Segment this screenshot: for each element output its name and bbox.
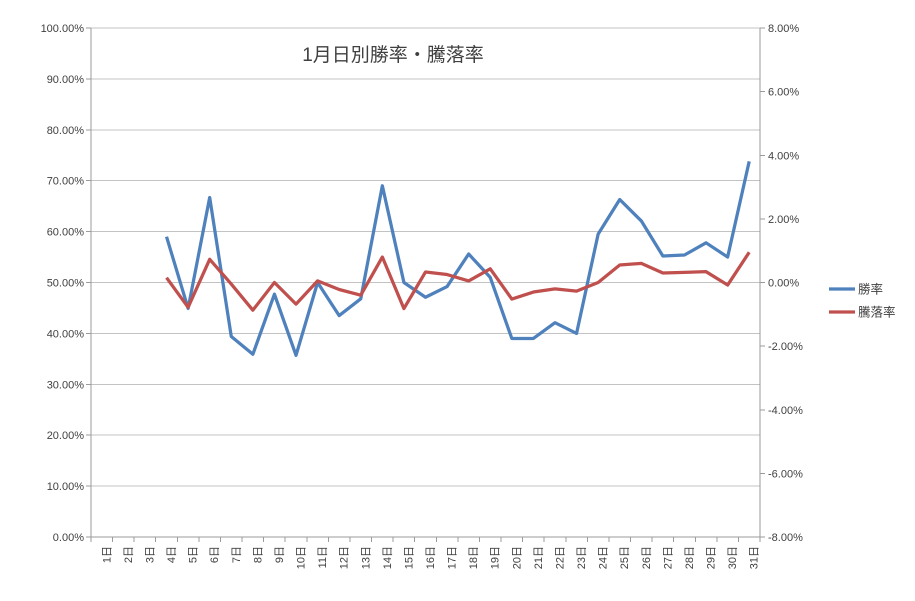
y-axis-tick-label: 50.00% xyxy=(47,278,85,290)
x-axis-tick-label: 14日 xyxy=(382,546,394,569)
x-axis-tick-label: 29日 xyxy=(706,546,718,569)
x-axis-tick-label: 19日 xyxy=(490,546,502,569)
y-axis-tick-label: 10.00% xyxy=(47,481,85,493)
x-axis-tick-label: 24日 xyxy=(598,546,610,569)
y-axis-tick-label: 70.00% xyxy=(47,176,85,188)
x-axis-tick-label: 16日 xyxy=(425,546,437,569)
x-axis-tick-label: 8日 xyxy=(252,546,264,563)
legend-label-change-rate: 騰落率 xyxy=(858,305,896,320)
x-axis-tick-label: 12日 xyxy=(339,546,351,569)
secondary-y-axis-tick-label: -8.00% xyxy=(768,532,803,544)
x-axis-tick-label: 2日 xyxy=(123,546,135,563)
series-lines xyxy=(164,161,751,357)
x-axis-tick-label: 10日 xyxy=(296,546,308,569)
x-axis-tick-label: 17日 xyxy=(447,546,459,569)
x-axis-tick-label: 26日 xyxy=(641,546,653,569)
legend-label-win-rate: 勝率 xyxy=(858,282,883,297)
legend: 勝率 騰落率 xyxy=(829,282,896,320)
right-axis-labels: 8.00% 6.00% 4.00% 2.00% 0.00% -2.00% -4.00% -6.… xyxy=(768,23,803,544)
x-axis-tick-label: 21日 xyxy=(533,546,545,569)
x-axis-tick-label: 22日 xyxy=(554,546,566,569)
secondary-y-axis-tick-label: -6.00% xyxy=(768,468,803,480)
secondary-y-axis-tick-label: 0.00% xyxy=(768,278,799,290)
y-axis-tick-label: 0.00% xyxy=(53,532,84,544)
y-axis-tick-label: 90.00% xyxy=(47,74,85,86)
gridlines xyxy=(91,27,760,538)
series-line-0 xyxy=(164,161,751,357)
x-axis-tick-label: 4日 xyxy=(166,546,178,563)
x-axis-tick-label: 20日 xyxy=(511,546,523,569)
y-axis-tick-label: 100.00% xyxy=(41,23,85,35)
x-axis-tick-label: 15日 xyxy=(403,546,415,569)
x-axis-tick-label: 27日 xyxy=(662,546,674,569)
x-axis-tick-label: 3日 xyxy=(144,546,156,563)
x-axis-tick-label: 18日 xyxy=(468,546,480,569)
x-axis-tick-label: 31日 xyxy=(749,546,761,569)
x-axis-tick-label: 30日 xyxy=(727,546,739,569)
x-axis-tick-label: 23日 xyxy=(576,546,588,569)
x-axis-tick-label: 5日 xyxy=(188,546,200,563)
x-axis-tick-label: 7日 xyxy=(231,546,243,563)
x-axis-tick-label: 13日 xyxy=(360,546,372,569)
x-axis-tick-label: 9日 xyxy=(274,546,286,563)
x-axis-tick-label: 11日 xyxy=(317,546,329,568)
y-axis-tick-label: 30.00% xyxy=(47,379,85,391)
x-axis-labels: 1日 2日 3日 4日 5日 6日 7日 8日 9日 10日 11日 12日 13日 14日 15日 16日 1… xyxy=(101,546,760,569)
series-line-1 xyxy=(165,251,751,312)
chart-title: 1月日別勝率・騰落率 xyxy=(302,44,484,66)
secondary-y-axis-tick-label: -4.00% xyxy=(768,405,803,417)
x-axis-tick-label: 28日 xyxy=(684,546,696,569)
axis-ticks xyxy=(86,27,765,542)
secondary-y-axis-tick-label: -2.00% xyxy=(768,341,803,353)
secondary-y-axis-tick-label: 8.00% xyxy=(768,23,799,35)
x-axis-tick-label: 1日 xyxy=(101,546,113,563)
secondary-y-axis-tick-label: 6.00% xyxy=(768,87,799,99)
y-axis-tick-label: 20.00% xyxy=(47,430,85,442)
left-axis-labels: 100.00% 90.00% 80.00% 70.00% 60.00% 50.00% 40.… xyxy=(41,23,85,544)
secondary-y-axis-tick-label: 4.00% xyxy=(768,150,799,162)
y-axis-tick-label: 80.00% xyxy=(47,125,85,137)
x-axis-tick-label: 6日 xyxy=(209,546,221,563)
y-axis-tick-label: 60.00% xyxy=(47,227,85,239)
y-axis-tick-label: 40.00% xyxy=(47,328,85,340)
secondary-y-axis-tick-label: 2.00% xyxy=(768,214,799,226)
x-axis-tick-label: 25日 xyxy=(619,546,631,569)
